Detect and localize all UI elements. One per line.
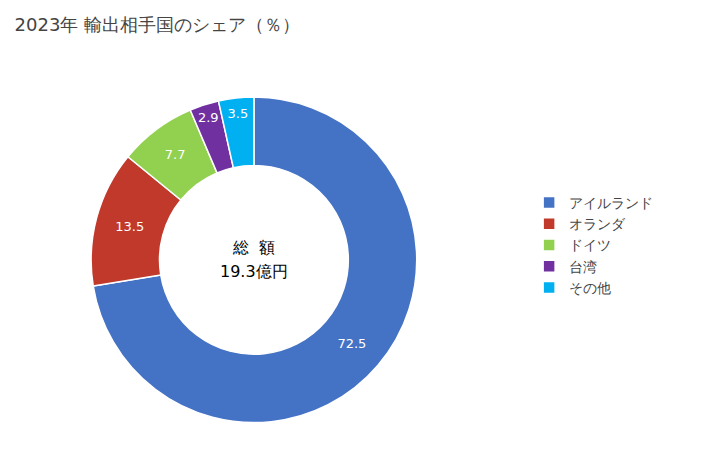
svg-text:総 額: 総 額 (232, 238, 275, 257)
svg-text:19.3億円: 19.3億円 (220, 262, 288, 281)
svg-text:3.5: 3.5 (227, 106, 248, 121)
svg-text:ドイツ: ドイツ (569, 237, 611, 253)
svg-text:台湾: 台湾 (569, 259, 597, 275)
svg-text:2.9: 2.9 (198, 110, 219, 125)
svg-text:オランダ: オランダ (569, 216, 626, 232)
svg-text:13.5: 13.5 (115, 219, 144, 234)
svg-text:7.7: 7.7 (165, 147, 186, 162)
svg-text:その他: その他 (569, 280, 611, 296)
svg-text:2023年 輸出相手国のシェア（％）: 2023年 輸出相手国のシェア（％） (15, 14, 301, 35)
svg-text:アイルランド: アイルランド (569, 195, 653, 211)
svg-text:72.5: 72.5 (337, 336, 366, 351)
